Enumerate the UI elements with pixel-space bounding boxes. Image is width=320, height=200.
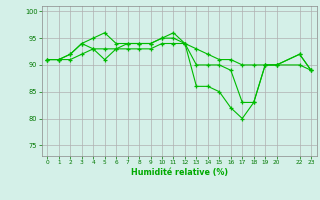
X-axis label: Humidité relative (%): Humidité relative (%) bbox=[131, 168, 228, 177]
